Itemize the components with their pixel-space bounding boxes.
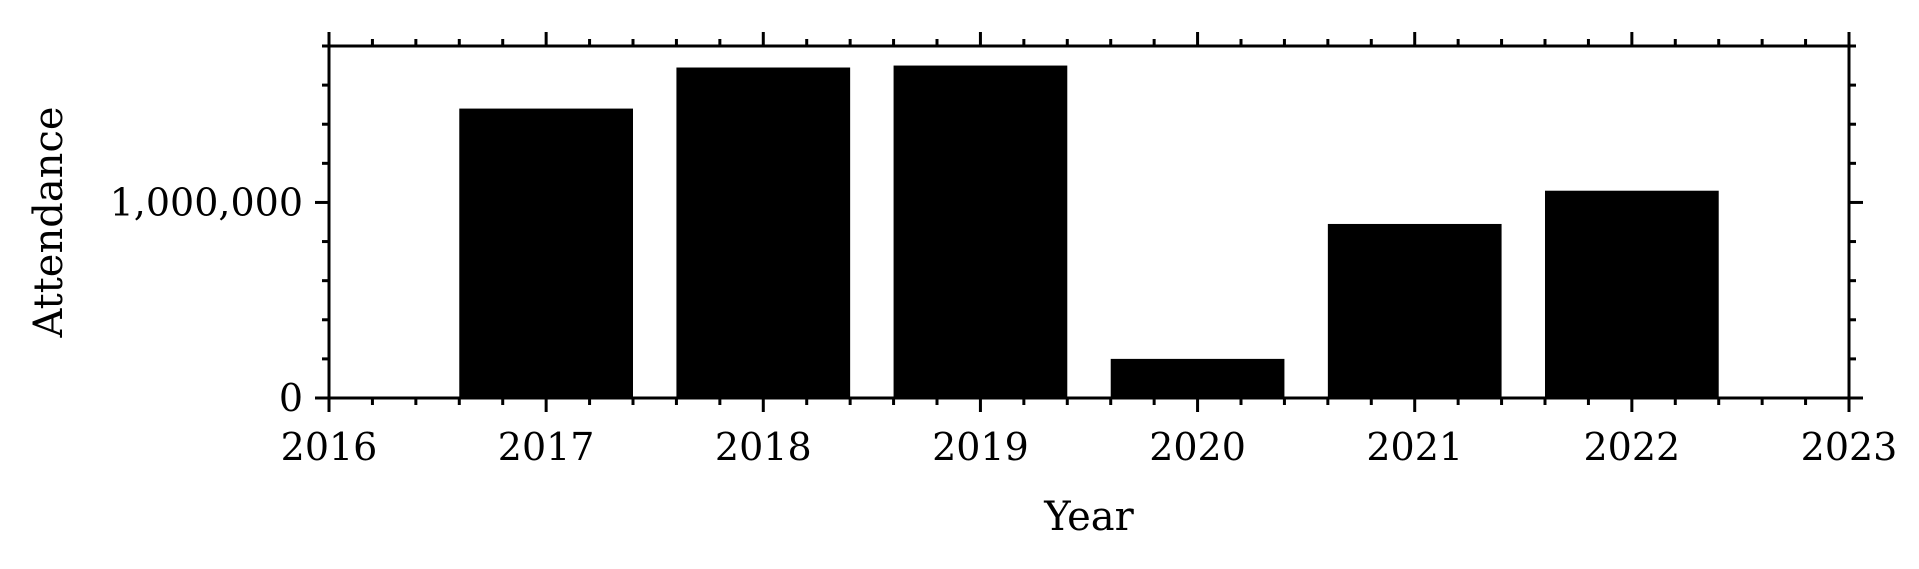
bars-layer <box>459 65 1719 399</box>
bar-2022 <box>1545 190 1719 398</box>
x-tick-label: 2021 <box>1366 425 1463 469</box>
x-tick-label: 2019 <box>932 425 1029 469</box>
tick-labels-layer: 2016 2017 2018 2019 2020 2021 2022 2023 0 1,000,0… <box>110 180 1898 469</box>
bar-2018 <box>676 67 851 398</box>
bar-2020 <box>1110 358 1285 398</box>
x-tick-label: 2022 <box>1583 425 1680 469</box>
y-tick-label: 0 <box>279 376 303 420</box>
bar-2021 <box>1327 223 1502 398</box>
x-tick-label: 2017 <box>498 425 595 469</box>
x-tick-label: 2023 <box>1801 425 1898 469</box>
y-tick-label: 1,000,000 <box>110 180 303 224</box>
x-tick-label: 2018 <box>715 425 812 469</box>
x-axis-label: Year <box>1043 494 1134 540</box>
y-axis-label: Attendance <box>26 106 72 338</box>
plot-frame <box>327 44 1851 400</box>
bar-2017 <box>459 108 633 399</box>
bar-2019 <box>893 65 1068 399</box>
x-tick-label: 2020 <box>1149 425 1246 469</box>
x-tick-label: 2016 <box>281 425 378 469</box>
